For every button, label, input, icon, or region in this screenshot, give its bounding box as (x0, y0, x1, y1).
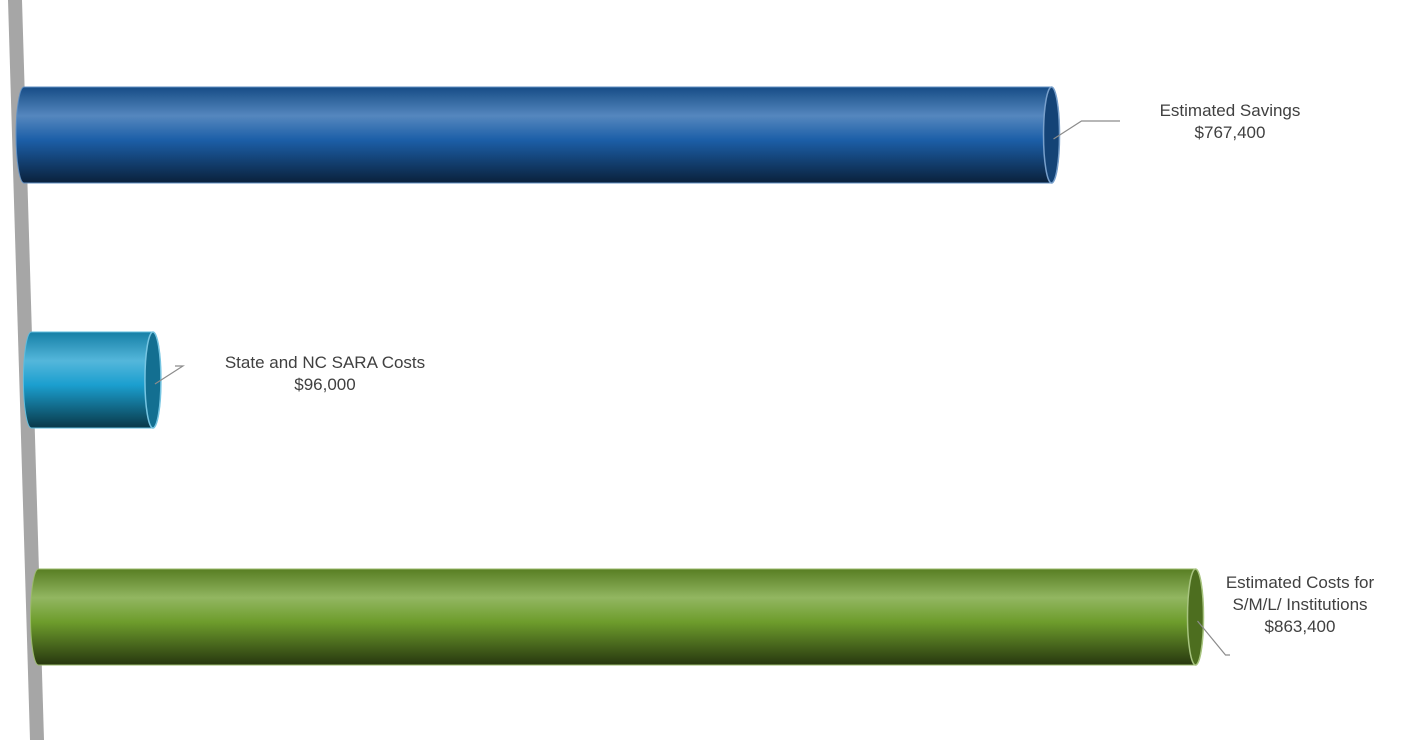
bar (22, 331, 162, 429)
leader-line (1197, 620, 1230, 656)
bar-cap (1186, 568, 1205, 666)
category-label: Estimated Savings (1159, 101, 1301, 120)
value-label: $863,400 (1264, 617, 1336, 636)
data-label: State and NC SARA Costs $96,000 (185, 352, 465, 396)
value-label: $96,000 (294, 375, 356, 394)
bar-cap (1042, 86, 1061, 184)
bar (15, 86, 1061, 184)
data-label: Estimated Savings $767,400 (1130, 100, 1330, 144)
value-label: $767,400 (1194, 123, 1266, 142)
leader-line (1053, 120, 1120, 140)
bar-cap (144, 331, 162, 429)
data-label: Estimated Costs for S/M/L/ Institutions $… (1225, 572, 1375, 638)
bar (30, 568, 1204, 666)
leader-line (154, 365, 185, 385)
category-label: State and NC SARA Costs (224, 353, 426, 372)
category-label: Estimated Costs for S/M/L/ Institutions (1225, 573, 1375, 614)
